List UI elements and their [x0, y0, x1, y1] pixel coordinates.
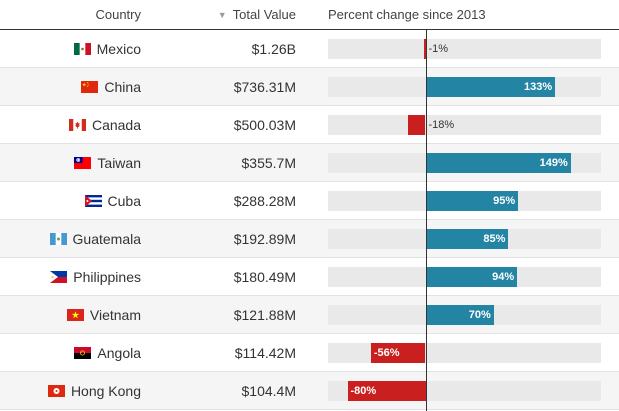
country-name: China	[104, 79, 141, 95]
country-cell: Canada	[68, 106, 141, 144]
country-cell: Mexico	[73, 30, 141, 68]
table-row: Taiwan $355.7M 149%	[0, 144, 619, 182]
country-name: Taiwan	[97, 155, 141, 171]
canada-flag-icon	[68, 119, 86, 131]
data-label: 94%	[492, 271, 515, 283]
total-value-cell: $288.28M	[233, 193, 296, 209]
data-label: 149%	[539, 157, 568, 169]
percent-change-bar	[425, 305, 494, 325]
data-label: 70%	[468, 309, 491, 321]
percent-change-bar	[425, 77, 556, 97]
percent-change-column-header[interactable]: Percent change since 2013	[328, 7, 486, 22]
bar-track	[328, 343, 601, 363]
angola-flag-icon	[74, 347, 92, 359]
total-value-cell: $192.89M	[233, 231, 296, 247]
total-value-cell: $500.03M	[233, 117, 296, 133]
country-cell: Cuba	[84, 182, 141, 220]
total-value-cell: $1.26B	[251, 41, 296, 57]
vietnam-flag-icon	[66, 309, 84, 321]
total-value-column-header[interactable]: ▼ Total Value	[218, 7, 296, 22]
data-label: 85%	[483, 233, 506, 245]
table-row: Guatemala $192.89M 85%	[0, 220, 619, 258]
taiwan-flag-icon	[74, 157, 92, 169]
data-label: 95%	[493, 195, 516, 207]
data-label: -1%	[428, 43, 449, 55]
percent-change-bar	[370, 343, 426, 363]
country-name: Philippines	[73, 269, 141, 285]
total-value-cell: $355.7M	[241, 155, 296, 171]
bar-track	[328, 115, 601, 135]
total-value-cell: $736.31M	[233, 79, 296, 95]
percent-change-bar	[424, 39, 426, 59]
country-name: Hong Kong	[70, 383, 141, 399]
china-flag-icon	[81, 81, 99, 93]
country-cell: Taiwan	[74, 144, 141, 182]
percent-change-bar	[425, 229, 509, 249]
country-name: Mexico	[96, 41, 141, 57]
zero-baseline	[426, 30, 427, 411]
data-label: -80%	[350, 385, 377, 397]
table-header: Country ▼ Total Value Percent change sinc…	[0, 0, 619, 30]
country-cell: Angola	[74, 334, 141, 372]
percent-change-bar	[407, 115, 426, 135]
mexico-flag-icon	[73, 43, 91, 55]
table-row: Canada $500.03M -18%	[0, 106, 619, 144]
table-row: China $736.31M 133%	[0, 68, 619, 106]
country-name: Cuba	[107, 193, 141, 209]
total-value-cell: $121.88M	[233, 307, 296, 323]
table-row: Cuba $288.28M 95%	[0, 182, 619, 220]
country-name: Angola	[97, 345, 141, 361]
country-cell: China	[81, 68, 141, 106]
country-name: Vietnam	[89, 307, 141, 323]
cuba-flag-icon	[84, 195, 102, 207]
table-row: Mexico $1.26B -1%	[0, 30, 619, 68]
country-column-header[interactable]: Country	[95, 7, 141, 22]
country-cell: Hong Kong	[47, 372, 141, 410]
country-cell: Philippines	[50, 258, 141, 296]
table-row: Philippines $180.49M 94%	[0, 258, 619, 296]
data-label: 133%	[524, 81, 553, 93]
bar-track	[328, 39, 601, 59]
table-row: Hong Kong $104.4M -80%	[0, 372, 619, 410]
percent-change-bar	[347, 381, 426, 401]
hong-kong-flag-icon	[47, 385, 65, 397]
country-cell: Vietnam	[66, 296, 141, 334]
country-name: Guatemala	[72, 231, 141, 247]
table-row: Vietnam $121.88M 70%	[0, 296, 619, 334]
guatemala-flag-icon	[49, 233, 67, 245]
data-label: -18%	[428, 119, 455, 131]
sort-descending-icon[interactable]: ▼	[217, 10, 227, 20]
total-value-header-label: Total Value	[232, 7, 296, 22]
percent-change-bar	[425, 267, 518, 287]
total-value-cell: $180.49M	[233, 269, 296, 285]
table-row: Angola $114.42M -56%	[0, 334, 619, 372]
percent-change-bar	[425, 153, 571, 173]
total-value-cell: $114.42M	[234, 345, 296, 361]
philippines-flag-icon	[50, 271, 68, 283]
country-name: Canada	[91, 117, 141, 133]
total-value-cell: $104.4M	[241, 383, 296, 399]
table-body: Mexico $1.26B -1% China $736.31M 133% Canada $5…	[0, 30, 619, 410]
data-label: -56%	[373, 347, 400, 359]
percent-change-bar	[425, 191, 519, 211]
country-cell: Guatemala	[49, 220, 141, 258]
